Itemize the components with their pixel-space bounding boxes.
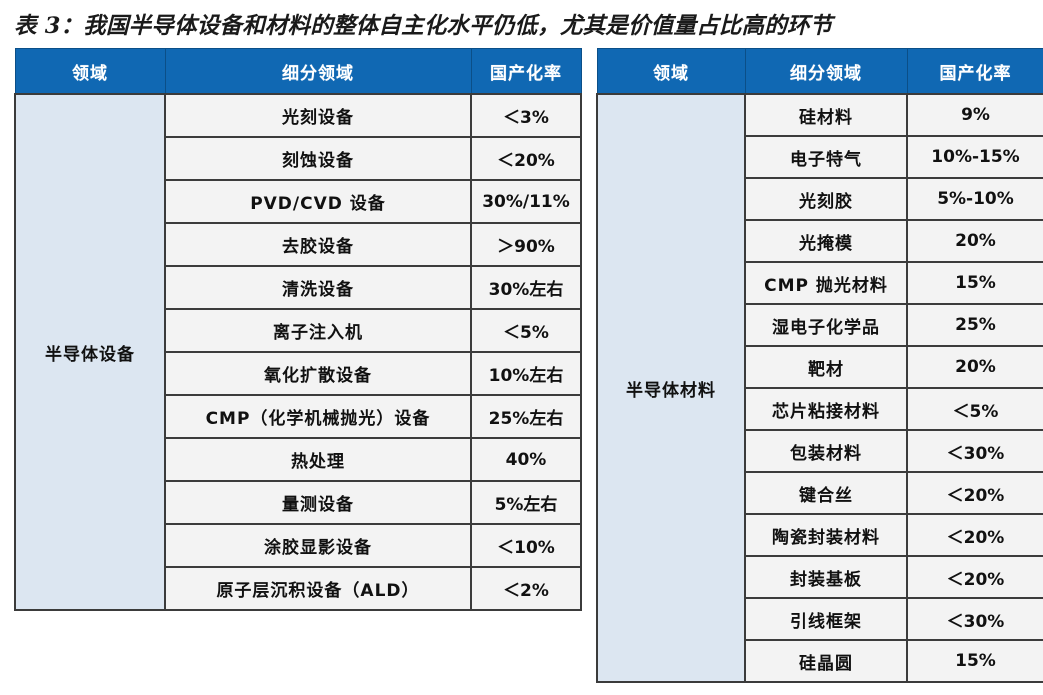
table-row: 芯片粘接材料 ＜5% — [597, 387, 1043, 431]
localization-rate-cell: ＜20% — [470, 136, 582, 181]
subdomain-cell: 键合丝 — [744, 471, 908, 515]
page-title: 表 3：我国半导体设备和材料的整体自主化水平仍低，尤其是价值量占比高的环节 — [14, 13, 833, 39]
table-row: 湿电子化学品 25% — [597, 303, 1043, 347]
table-row: 去胶设备 ＞90% — [15, 222, 582, 267]
localization-rate-cell: 20% — [906, 345, 1043, 389]
tables-container: 领域 细分领域 国产化率 半导体设备 光刻设备 ＜3% 刻蚀设备 ＜20% PVD/CVD… — [0, 48, 1043, 695]
subdomain-cell: 光刻胶 — [744, 177, 908, 221]
table-row: 封装基板 ＜20% — [597, 555, 1043, 599]
subdomain-cell: 光掩模 — [744, 219, 908, 263]
table-row: 键合丝 ＜20% — [597, 471, 1043, 515]
subdomain-cell: 刻蚀设备 — [164, 136, 472, 181]
localization-rate-cell: 9% — [906, 93, 1043, 137]
subdomain-cell: 热处理 — [164, 437, 472, 482]
localization-rate-cell: ＜3% — [470, 93, 582, 138]
localization-rate-cell: ＜20% — [906, 513, 1043, 557]
localization-rate-cell: 15% — [906, 261, 1043, 305]
subdomain-cell: 芯片粘接材料 — [744, 387, 908, 431]
table-row: CMP（化学机械抛光）设备 25%左右 — [15, 394, 582, 439]
localization-rate-cell: ＜20% — [906, 555, 1043, 599]
subdomain-cell: 原子层沉积设备（ALD） — [164, 566, 472, 611]
table-row: 刻蚀设备 ＜20% — [15, 136, 582, 181]
table-row: 半导体材料 硅材料 9% — [596, 93, 1043, 683]
subdomain-cell: CMP 抛光材料 — [744, 261, 908, 305]
column-header-domain: 领域 — [14, 48, 166, 95]
localization-rate-cell: ＜30% — [906, 429, 1043, 473]
subdomain-cell: 氧化扩散设备 — [164, 351, 472, 396]
subdomain-cell: 涂胶显影设备 — [164, 523, 472, 568]
localization-rate-cell: 30%左右 — [470, 265, 582, 310]
table-row: CMP 抛光材料 15% — [597, 261, 1043, 305]
table-row: 包装材料 ＜30% — [597, 429, 1043, 473]
table-row: 引线框架 ＜30% — [597, 597, 1043, 641]
subdomain-cell: 电子特气 — [744, 135, 908, 179]
table-row: 离子注入机 ＜5% — [15, 308, 582, 353]
localization-rate-cell: 5%-10% — [906, 177, 1043, 221]
localization-rate-cell: 25% — [906, 303, 1043, 347]
localization-rate-cell: ＜2% — [470, 566, 582, 611]
table-semiconductor-materials: 领域 细分领域 国产化率 半导体材料 硅材料 9% 电子特气 10%-15% 光刻胶 5%-… — [596, 48, 1043, 683]
table-row: 热处理 40% — [15, 437, 582, 482]
localization-rate-cell: 15% — [906, 639, 1043, 683]
column-header-subdomain: 细分领域 — [164, 48, 472, 95]
localization-rate-cell: 40% — [470, 437, 582, 482]
localization-rate-cell: ＞90% — [470, 222, 582, 267]
domain-cell: 半导体设备 — [14, 93, 166, 611]
table-header-row: 领域 细分领域 国产化率 — [14, 48, 582, 95]
localization-rate-cell: ＜20% — [906, 471, 1043, 515]
localization-rate-cell: 25%左右 — [470, 394, 582, 439]
subdomain-cell: 湿电子化学品 — [744, 303, 908, 347]
subdomain-cell: 引线框架 — [744, 597, 908, 641]
column-header-rate: 国产化率 — [906, 48, 1043, 95]
table-semiconductor-equipment: 领域 细分领域 国产化率 半导体设备 光刻设备 ＜3% 刻蚀设备 ＜20% PVD/CVD… — [14, 48, 582, 611]
table-row: 靶材 20% — [597, 345, 1043, 389]
subdomain-cell: 去胶设备 — [164, 222, 472, 267]
table-row: 半导体设备 光刻设备 ＜3% — [14, 93, 582, 611]
table-row: 陶瓷封装材料 ＜20% — [597, 513, 1043, 557]
subdomain-cell: 靶材 — [744, 345, 908, 389]
localization-rate-cell: 5%左右 — [470, 480, 582, 525]
localization-rate-cell: 20% — [906, 219, 1043, 263]
domain-cell: 半导体材料 — [596, 93, 746, 683]
localization-rate-cell: 10%左右 — [470, 351, 582, 396]
subdomain-cell: 封装基板 — [744, 555, 908, 599]
table-row: 硅晶圆 15% — [597, 639, 1043, 683]
subdomain-cell: 光刻设备 — [164, 93, 472, 138]
table-row: 量测设备 5%左右 — [15, 480, 582, 525]
localization-rate-cell: ＜10% — [470, 523, 582, 568]
subdomain-cell: 陶瓷封装材料 — [744, 513, 908, 557]
localization-rate-cell: ＜30% — [906, 597, 1043, 641]
subdomain-cell: 离子注入机 — [164, 308, 472, 353]
localization-rate-cell: 30%/11% — [470, 179, 582, 224]
subdomain-cell: 量测设备 — [164, 480, 472, 525]
localization-rate-cell: 10%-15% — [906, 135, 1043, 179]
table-row: 氧化扩散设备 10%左右 — [15, 351, 582, 396]
table-row: 清洗设备 30%左右 — [15, 265, 582, 310]
subdomain-cell: 硅材料 — [744, 93, 908, 137]
subdomain-cell: PVD/CVD 设备 — [164, 179, 472, 224]
table-row: PVD/CVD 设备 30%/11% — [15, 179, 582, 224]
table-row: 电子特气 10%-15% — [597, 135, 1043, 179]
subdomain-cell: CMP（化学机械抛光）设备 — [164, 394, 472, 439]
subdomain-cell: 包装材料 — [744, 429, 908, 473]
table-row: 光掩模 20% — [597, 219, 1043, 263]
column-header-rate: 国产化率 — [470, 48, 582, 95]
localization-rate-cell: ＜5% — [906, 387, 1043, 431]
subdomain-cell: 清洗设备 — [164, 265, 472, 310]
localization-rate-cell: ＜5% — [470, 308, 582, 353]
table-row: 涂胶显影设备 ＜10% — [15, 523, 582, 568]
table-row: 光刻胶 5%-10% — [597, 177, 1043, 221]
subdomain-cell: 硅晶圆 — [744, 639, 908, 683]
column-header-subdomain: 细分领域 — [744, 48, 908, 95]
table-header-row: 领域 细分领域 国产化率 — [596, 48, 1043, 95]
table-caption: 表 3：我国半导体设备和材料的整体自主化水平仍低，尤其是价值量占比高的环节 — [14, 4, 1034, 44]
table-row: 原子层沉积设备（ALD） ＜2% — [15, 566, 582, 611]
column-header-domain: 领域 — [596, 48, 746, 95]
